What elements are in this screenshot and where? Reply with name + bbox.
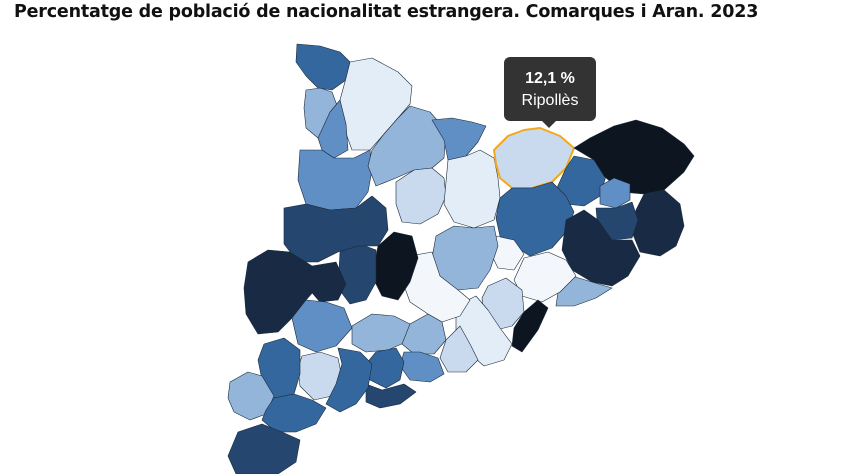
region-garraf[interactable]	[439, 325, 479, 373]
region-bergueda[interactable]	[443, 149, 501, 229]
region-alt-penedes[interactable]	[401, 313, 447, 355]
region-baix-penedes[interactable]	[399, 351, 445, 383]
region-conca-barbera[interactable]	[351, 313, 411, 353]
region-urgell[interactable]	[337, 243, 377, 305]
region-valles-oriental[interactable]	[513, 251, 577, 303]
region-pallars-jussa-upper[interactable]	[317, 99, 349, 159]
tooltip-value: 12,1 %	[525, 70, 575, 87]
tooltip-region-name: Ripollès	[521, 92, 579, 109]
region-barcelones[interactable]	[511, 299, 549, 353]
region-alt-camp[interactable]	[365, 347, 405, 389]
region-pallars-jussa[interactable]	[297, 149, 373, 211]
region-pla-urgell[interactable]	[307, 261, 347, 303]
chart-title: Percentatge de població de nacionalitat …	[14, 2, 759, 22]
region-baix-ebre[interactable]	[261, 393, 327, 433]
region-maresme[interactable]	[555, 275, 613, 307]
region-cerdanya[interactable]	[431, 117, 487, 161]
map-tooltip: 12,1 % Ripollès	[504, 57, 596, 128]
region-baix-camp[interactable]	[325, 347, 373, 413]
region-pla-estany[interactable]	[599, 177, 631, 209]
region-alt-emporda[interactable]	[573, 119, 695, 195]
tooltip-arrow	[542, 121, 556, 128]
region-anoia[interactable]	[401, 251, 471, 323]
region-baix-emporda[interactable]	[631, 189, 685, 257]
region-montsia[interactable]	[227, 423, 301, 474]
region-solsones[interactable]	[395, 167, 447, 225]
region-garrigues[interactable]	[291, 299, 353, 353]
region-tarragones[interactable]	[365, 383, 417, 409]
region-aran[interactable]	[295, 43, 351, 91]
